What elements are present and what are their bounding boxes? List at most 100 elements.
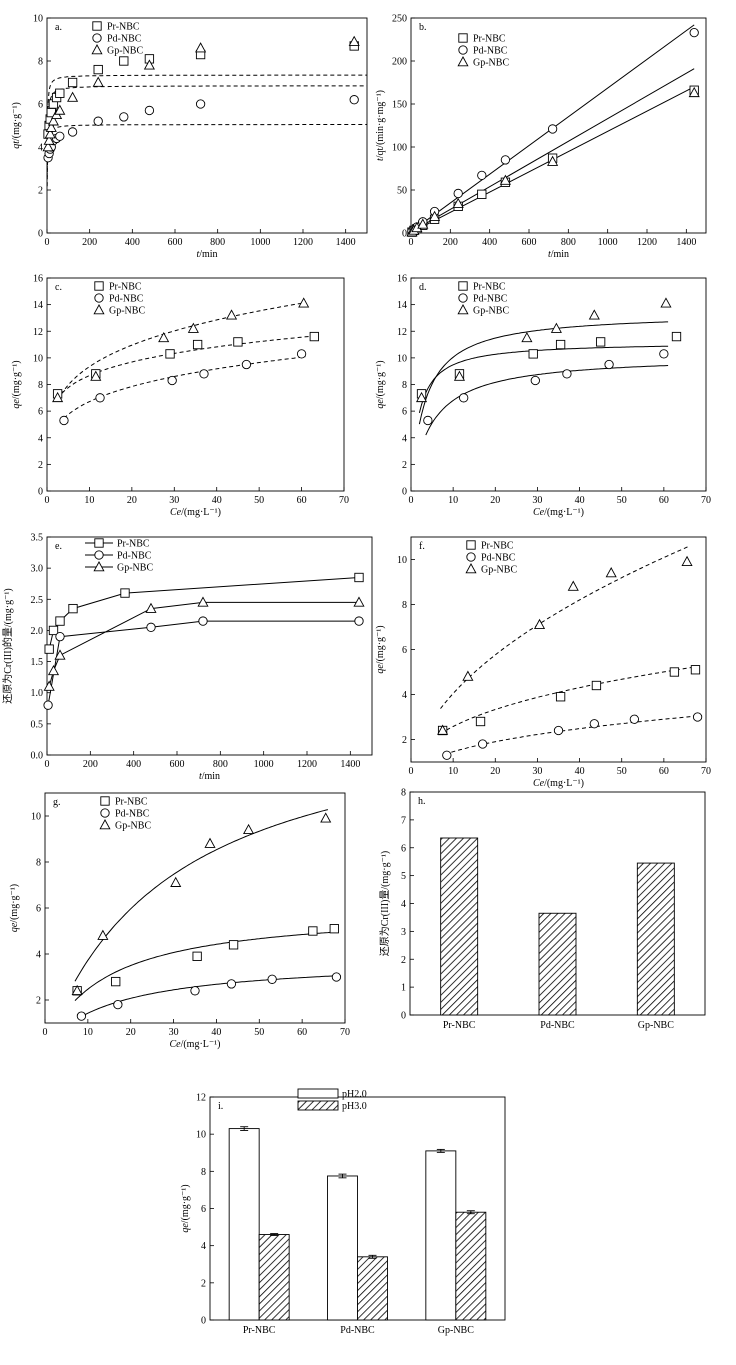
- y-tick-label: 2.5: [31, 595, 44, 606]
- x-tick-label: 30: [169, 495, 179, 506]
- data-point-gp-nbc: [429, 210, 441, 221]
- data-point-pr-nbc: [475, 716, 486, 727]
- data-point-pd-nbc: [113, 999, 123, 1010]
- x-tick-label: 70: [701, 495, 711, 506]
- panel-f: 2 4 6 8 10 0 10 20 30 40 50 60 70 f. Ce/(mg·L⁻¹) qe/(mg…: [375, 536, 711, 789]
- fit-curve-gp-nbc: [57, 302, 306, 401]
- y-tick-label: 4: [38, 433, 43, 444]
- y-tick-label: 6: [201, 1204, 206, 1215]
- data-point-pr-nbc: [119, 56, 129, 66]
- x-tick-label: 1200: [637, 237, 657, 248]
- data-point-pr-nbc: [233, 337, 243, 347]
- data-point-gp-nbc: [197, 596, 209, 607]
- y-tick-label: 3.5: [31, 533, 44, 544]
- x-axis-label: t/min: [548, 249, 569, 260]
- x-tick-label: 1400: [340, 759, 360, 770]
- data-point-pd-nbc: [692, 712, 703, 722]
- y-tick-label: 250: [392, 14, 407, 25]
- x-axis-label: Ce/(mg·L⁻¹): [533, 778, 584, 789]
- y-tick-label: 10: [31, 812, 41, 823]
- data-point-pr-nbc: [690, 665, 701, 675]
- y-tick-label: 1: [401, 983, 406, 994]
- legend-label: Gp-NBC: [107, 46, 143, 57]
- legend-label: Gp-NBC: [109, 306, 145, 317]
- fit-curve-pr-nbc: [74, 931, 333, 1001]
- panel-e: 0.0 0.5 1.0 1.5 2.0 2.5 3.0 3.5 0 200 400 600 800 100…: [1, 533, 373, 782]
- data-point-gp-nbc: [547, 155, 559, 166]
- legend-marker: [94, 538, 104, 548]
- x-tick-label: 0: [43, 1027, 48, 1038]
- data-point-gp-nbc: [462, 670, 474, 681]
- data-point-pr-nbc: [555, 692, 566, 702]
- legend-label: Gp-NBC: [473, 58, 509, 69]
- legend-swatch: [297, 1100, 339, 1111]
- legend-marker: [458, 33, 468, 43]
- y-tick-label: 6: [38, 407, 43, 418]
- data-point-gp-nbc: [204, 837, 216, 848]
- data-point-gp-nbc: [145, 602, 157, 613]
- y-tick-label: 6: [36, 904, 41, 915]
- y-tick-label: 0: [402, 229, 407, 240]
- data-point-pd-nbc: [226, 979, 237, 989]
- data-point-pd-nbc: [67, 127, 78, 137]
- x-tick-label: 400: [125, 237, 140, 248]
- data-point-gp-nbc: [453, 370, 466, 381]
- y-tick-label: 2.0: [31, 626, 44, 637]
- panel-label: f.: [419, 541, 425, 552]
- x-tick-label: 600: [168, 237, 183, 248]
- data-point-gp-nbc: [533, 618, 546, 629]
- bar-ph3.0-pr-nbc: [258, 1234, 290, 1321]
- data-point-pr-nbc: [329, 924, 339, 934]
- y-tick-label: 3.0: [31, 564, 44, 575]
- panel-label: c.: [55, 282, 62, 293]
- panel-c: 0 2 4 6 8 10 12 14 16 0 10 20 30 40 50 60 70 c. Ce/(mg·L⁻¹…: [11, 274, 349, 519]
- data-point-pd-nbc: [119, 112, 129, 122]
- legend-marker: [465, 563, 477, 574]
- y-axis-label: qe/(mg·g⁻¹): [180, 1184, 191, 1232]
- data-point-gp-nbc: [54, 649, 66, 660]
- data-point-pd-nbc: [195, 99, 206, 109]
- x-tick-label: 70: [701, 766, 711, 777]
- series-line-pr-nbc: [48, 577, 360, 650]
- data-point-pd-nbc: [167, 375, 177, 386]
- y-tick-label: 6: [402, 645, 407, 656]
- x-tick-label: 20: [126, 1027, 136, 1038]
- bar-pd-nbc: [538, 912, 577, 1016]
- legend-marker: [92, 21, 102, 31]
- y-tick-label: 6: [402, 407, 407, 418]
- data-point-pr-nbc: [93, 64, 103, 75]
- x-tick-label: 40: [575, 766, 585, 777]
- panel-g: 2 4 6 8 10 0 10 20 30 40 50 60 70 g. Ce/(mg·L⁻¹) qe/(mg…: [9, 792, 350, 1050]
- x-tick-label: Pr-NBC: [443, 1020, 476, 1031]
- x-axis-label: t/min: [196, 249, 217, 260]
- y-axis-label: 还原为Cr(III)量/(mg·g⁻¹): [379, 851, 391, 956]
- legend-label: Pr-NBC: [109, 282, 142, 293]
- y-tick-label: 14: [397, 300, 407, 311]
- legend-label: Pd-NBC: [473, 294, 508, 305]
- data-point-pd-nbc: [453, 188, 463, 199]
- legend-label: Pr-NBC: [473, 282, 506, 293]
- panel-h: 0 1 2 3 4 5 6 7 8 h. 还原为Cr(III)量/(mg·g⁻¹) Pr-NBC Pd-…: [379, 788, 706, 1031]
- y-tick-label: 1.0: [31, 688, 44, 699]
- fit-curve-pr-nbc: [57, 335, 315, 399]
- y-tick-label: 6: [38, 100, 43, 111]
- data-point-pd-nbc: [349, 95, 359, 105]
- legend-label: Pr-NBC: [107, 22, 140, 33]
- data-point-pd-nbc: [296, 349, 307, 359]
- x-tick-label: 40: [212, 495, 222, 506]
- y-tick-label: 5: [401, 871, 406, 882]
- x-tick-label: 400: [482, 237, 497, 248]
- y-tick-label: 100: [392, 143, 407, 154]
- data-point-pd-nbc: [331, 972, 342, 982]
- legend-marker: [466, 552, 476, 562]
- data-point-gp-nbc: [71, 984, 83, 996]
- data-point-pd-nbc: [562, 369, 572, 379]
- data-point-pd-nbc: [59, 415, 69, 426]
- legend-marker: [93, 304, 105, 315]
- y-tick-label: 2: [38, 460, 43, 471]
- series-line-pd-nbc: [47, 620, 359, 706]
- plot-frame: [410, 277, 707, 492]
- x-tick-label: 40: [575, 495, 585, 506]
- x-tick-label: 200: [83, 759, 98, 770]
- y-tick-label: 0: [38, 229, 43, 240]
